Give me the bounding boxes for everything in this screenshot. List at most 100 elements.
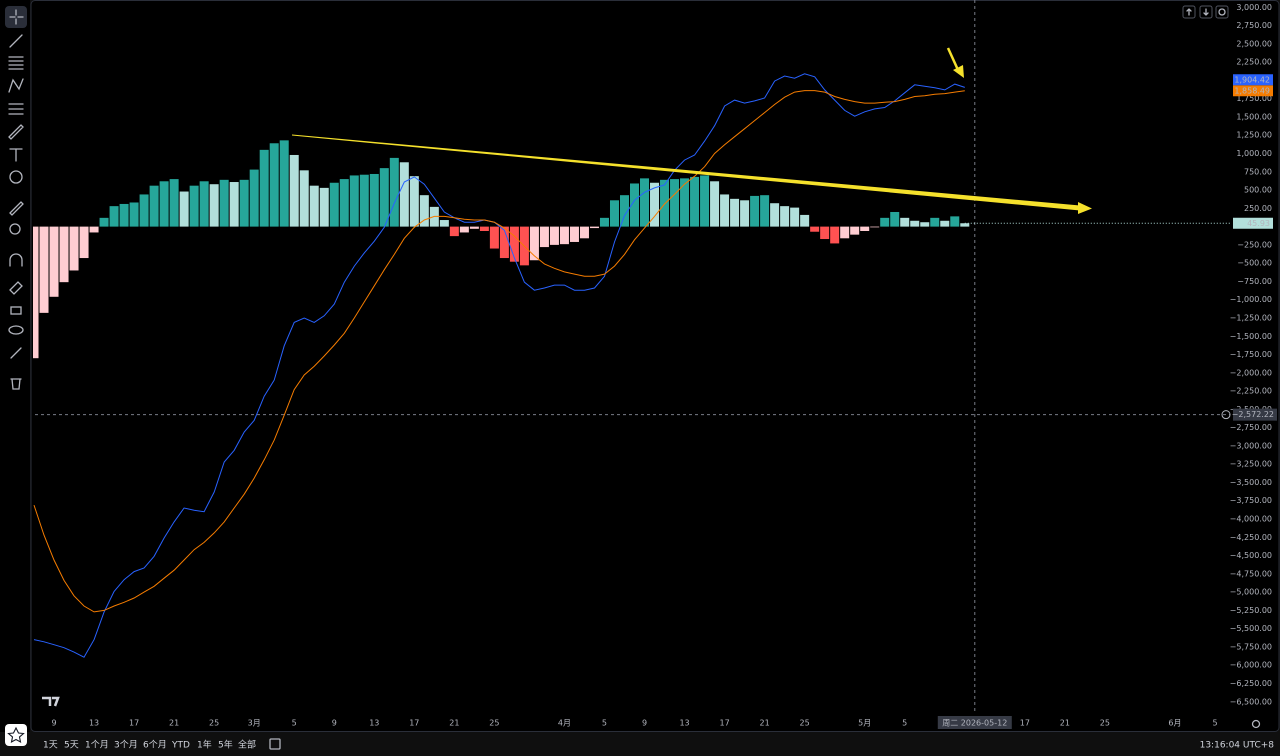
histogram-bar bbox=[339, 179, 349, 227]
histogram-bar bbox=[299, 170, 309, 227]
timeframe-button[interactable]: 6个月 bbox=[143, 740, 167, 751]
y-tick-label: 2,250.00 bbox=[1236, 58, 1272, 67]
x-tick-label: 5 bbox=[1212, 719, 1217, 728]
y-tick-label: 1,750.00 bbox=[1236, 94, 1272, 103]
bottom-toolbar: 1天 5天 1个月 3个月 6个月 YTD 1年 5年 全部 13:16:04 … bbox=[5, 724, 1274, 751]
timeframe-button[interactable]: 1个月 bbox=[85, 740, 109, 751]
histogram-bar bbox=[379, 168, 389, 227]
scroll-up-button[interactable] bbox=[1182, 5, 1196, 19]
y-tick-label: 750.00 bbox=[1244, 167, 1272, 176]
favorites-button[interactable] bbox=[5, 724, 27, 746]
draw-mode-tool[interactable] bbox=[9, 281, 23, 295]
histogram-bar bbox=[900, 217, 910, 227]
x-tick-label: 13 bbox=[679, 719, 689, 728]
x-tick-label: 5 bbox=[902, 719, 907, 728]
histogram-bar bbox=[349, 175, 359, 227]
lock-tool[interactable] bbox=[10, 306, 22, 315]
timeframe-button[interactable]: 3个月 bbox=[114, 740, 138, 751]
timeframe-button[interactable]: 5天 bbox=[64, 741, 79, 751]
histogram-bar bbox=[559, 226, 569, 245]
timeframe-button[interactable]: YTD bbox=[171, 741, 190, 751]
histogram-bar bbox=[599, 217, 609, 227]
clock: 13:16:04 UTC+8 bbox=[1200, 741, 1275, 751]
scroll-down-button[interactable] bbox=[1199, 5, 1213, 19]
histogram-bar bbox=[830, 226, 840, 244]
text-tool[interactable] bbox=[9, 148, 23, 162]
last-value-label: 45.93 bbox=[1247, 219, 1270, 228]
x-tick-label: 25 bbox=[209, 719, 219, 728]
brush-tool[interactable] bbox=[8, 124, 24, 140]
last-value-tag bbox=[1233, 74, 1273, 86]
ruler-tool[interactable] bbox=[9, 201, 24, 216]
x-tick-label: 17 bbox=[409, 719, 419, 728]
reset-button[interactable] bbox=[1215, 5, 1229, 19]
histogram-bar bbox=[619, 195, 629, 227]
delete-tool[interactable] bbox=[10, 378, 22, 390]
histogram-bar bbox=[459, 226, 469, 233]
forecast-tool[interactable] bbox=[8, 103, 24, 115]
histogram-bar bbox=[960, 223, 970, 227]
histogram-bar bbox=[489, 226, 499, 249]
pattern-tool[interactable] bbox=[8, 78, 24, 93]
annotations bbox=[42, 47, 1261, 729]
y-tick-label: 2,750.00 bbox=[1236, 21, 1272, 30]
magnet-tool[interactable] bbox=[9, 253, 23, 267]
zoom-tool[interactable] bbox=[9, 223, 21, 235]
x-tick-label: 3月 bbox=[248, 719, 261, 728]
histogram-bar bbox=[680, 178, 690, 227]
x-tick-label: 6月 bbox=[1168, 719, 1181, 728]
histogram-bar bbox=[700, 175, 710, 227]
logo bbox=[42, 696, 60, 707]
crosshair-x-label: 周二 2026-05-12 bbox=[942, 719, 1007, 728]
y-tick-label: −1,500.00 bbox=[1230, 332, 1272, 341]
x-tick-label: 17 bbox=[719, 719, 729, 728]
histogram-bar bbox=[760, 195, 770, 227]
axes: 3,000.00 2,750.00 2,500.00 2,250.00 1,750.00… bbox=[51, 3, 1277, 729]
crosshair-tool[interactable] bbox=[5, 6, 27, 28]
pointer-arrow bbox=[946, 47, 960, 71]
plot-area bbox=[33, 0, 1230, 712]
histogram-bar bbox=[880, 217, 890, 227]
histogram-bar bbox=[720, 194, 730, 227]
add-alert-icon bbox=[1221, 410, 1231, 420]
histogram-bar bbox=[179, 191, 189, 227]
last-value-label: 1,858.49 bbox=[1234, 86, 1270, 95]
histogram-bar bbox=[469, 226, 479, 229]
histogram-bar bbox=[49, 226, 59, 297]
x-tick-label: 5 bbox=[602, 719, 607, 728]
x-tick-label: 17 bbox=[129, 719, 139, 728]
fib-tool[interactable] bbox=[8, 56, 24, 70]
timeframe-button[interactable]: 5年 bbox=[218, 739, 233, 751]
timeframe-button[interactable]: 1年 bbox=[197, 739, 212, 751]
y-tick-label: −750.00 bbox=[1237, 277, 1272, 286]
indicator-line bbox=[33, 90, 965, 613]
histogram-bar bbox=[229, 182, 239, 227]
y-tick-label: −4,000.00 bbox=[1230, 515, 1272, 524]
x-tick-label: 9 bbox=[51, 719, 56, 728]
trendline-tool[interactable] bbox=[9, 34, 23, 48]
histogram-bar bbox=[710, 181, 720, 227]
date-range-button[interactable] bbox=[269, 738, 281, 750]
timeframe-button[interactable]: 全部 bbox=[238, 739, 256, 751]
settings-icon[interactable] bbox=[1251, 719, 1261, 729]
histogram-bar bbox=[690, 176, 700, 227]
x-tick-label: 21 bbox=[1060, 719, 1070, 728]
histogram-bar bbox=[409, 176, 419, 227]
emoji-tool[interactable] bbox=[9, 170, 23, 184]
y-tick-label: −3,000.00 bbox=[1230, 441, 1272, 450]
tool-icons bbox=[5, 6, 27, 390]
histogram-bar bbox=[359, 174, 369, 227]
histogram-bar bbox=[940, 220, 950, 227]
timeframe-button[interactable]: 1天 bbox=[43, 741, 58, 751]
y-tick-label: 500.00 bbox=[1244, 186, 1272, 195]
link-tool[interactable] bbox=[10, 347, 22, 359]
x-tick-label: 5 bbox=[292, 719, 297, 728]
y-tick-label: −3,500.00 bbox=[1230, 478, 1272, 487]
y-tick-label: −2,250.00 bbox=[1230, 387, 1272, 396]
hide-tool[interactable] bbox=[8, 325, 24, 335]
histogram-bar bbox=[419, 195, 429, 227]
histogram-bar bbox=[99, 217, 109, 227]
y-tick-label: −2,000.00 bbox=[1230, 368, 1272, 377]
histogram-bar bbox=[609, 200, 619, 227]
histogram-bar bbox=[449, 226, 459, 237]
